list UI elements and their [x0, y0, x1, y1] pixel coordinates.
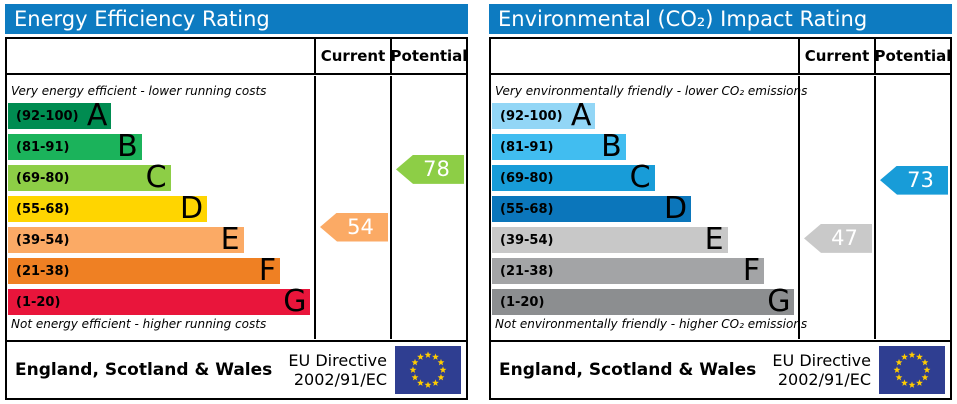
- eu-directive-label: EU Directive 2002/91/EC: [772, 351, 879, 389]
- bands-area: Very energy efficient - lower running co…: [7, 76, 314, 339]
- band-g: (1-20) G: [8, 284, 311, 319]
- band-range: (1-20): [16, 294, 61, 310]
- eu-directive-line1: EU Directive: [772, 351, 871, 370]
- bottom-caption: Not energy efficient - higher running co…: [11, 317, 267, 331]
- band-b: (81-91) B: [492, 129, 626, 164]
- band-letter: F: [742, 253, 761, 288]
- band-a: (92-100) A: [492, 98, 596, 133]
- band-range: (55-68): [500, 201, 554, 217]
- region-label: England, Scotland & Wales: [15, 360, 273, 380]
- band-range: (92-100): [500, 108, 563, 124]
- band-range: (21-38): [16, 263, 70, 279]
- eu-directive-line1: EU Directive: [288, 351, 387, 370]
- band-range: (39-54): [16, 232, 70, 248]
- band-range: (55-68): [16, 201, 70, 217]
- current-column-header: Current: [314, 39, 390, 75]
- current-rating-value: 47: [831, 226, 858, 251]
- band-letter: E: [704, 222, 724, 257]
- current-rating-value: 54: [347, 215, 374, 239]
- band-range: (92-100): [16, 108, 79, 124]
- band-g: (1-20) G: [492, 284, 795, 319]
- eu-directive-line2: 2002/91/EC: [293, 370, 387, 389]
- band-range: (69-80): [500, 170, 554, 186]
- table-corner-cell: [491, 39, 798, 75]
- band-letter: B: [601, 129, 622, 164]
- band-range: (1-20): [500, 294, 545, 310]
- band-c: (69-80) C: [8, 160, 171, 195]
- rating-bands: (92-100) A (81-91) B (69-80) C (55-68) D (39…: [8, 98, 312, 320]
- environmental-ratings-table: Current Potential Very environmentally f…: [489, 37, 952, 342]
- top-caption: Very environmentally friendly - lower CO…: [495, 84, 808, 98]
- eu-directive-label: EU Directive 2002/91/EC: [288, 351, 395, 389]
- potential-rating-arrow: 78: [396, 154, 464, 184]
- band-b: (81-91) B: [8, 129, 142, 164]
- bottom-caption: Not environmentally friendly - higher CO…: [495, 317, 808, 331]
- current-column-header: Current: [798, 39, 874, 75]
- bands-area: Very environmentally friendly - lower CO…: [491, 76, 808, 339]
- band-range: (21-38): [500, 263, 554, 279]
- current-rating-arrow: 54: [320, 212, 388, 242]
- band-e: (39-54) E: [8, 222, 244, 257]
- potential-rating-column: 78: [390, 76, 466, 339]
- potential-rating-arrow: 73: [880, 165, 948, 195]
- band-e: (39-54) E: [492, 222, 728, 257]
- band-f: (21-38) F: [8, 253, 281, 288]
- eu-flag-icon: [879, 346, 945, 394]
- band-range: (69-80): [16, 170, 70, 186]
- band-letter: B: [117, 129, 138, 164]
- band-letter: A: [86, 98, 108, 133]
- energy-efficiency-panel: Energy Efficiency Rating Current Potenti…: [5, 4, 468, 400]
- band-letter: C: [145, 160, 167, 195]
- environmental-panel-title: Environmental (CO₂) Impact Rating: [489, 4, 952, 34]
- table-corner-cell: [7, 39, 314, 75]
- band-d: (55-68) D: [8, 191, 208, 226]
- potential-rating-value: 73: [907, 168, 934, 193]
- band-d: (55-68) D: [492, 191, 692, 226]
- band-c: (69-80) C: [492, 160, 655, 195]
- band-letter: G: [767, 284, 791, 319]
- band-letter: A: [570, 98, 592, 133]
- potential-column-header: Potential: [874, 39, 951, 75]
- band-letter: E: [220, 222, 240, 257]
- potential-rating-value: 78: [423, 157, 450, 182]
- band-range: (81-91): [500, 139, 554, 155]
- rating-bands: (92-100) A (81-91) B (69-80) C (55-68) D (39…: [492, 98, 796, 320]
- current-rating-column: 54: [314, 76, 390, 339]
- band-letter: F: [258, 253, 277, 288]
- eu-directive-line2: 2002/91/EC: [777, 370, 871, 389]
- band-f: (21-38) F: [492, 253, 765, 288]
- energy-panel-title: Energy Efficiency Rating: [5, 4, 468, 34]
- potential-rating-column: 73: [874, 76, 950, 339]
- panel-footer: England, Scotland & Wales EU Directive 2…: [5, 340, 468, 400]
- current-rating-arrow: 47: [804, 223, 872, 253]
- band-letter: D: [180, 191, 204, 226]
- environmental-impact-panel: Environmental (CO₂) Impact Rating Curren…: [489, 4, 952, 400]
- eu-flag-icon: [395, 346, 461, 394]
- energy-ratings-table: Current Potential Very energy efficient …: [5, 37, 468, 342]
- band-letter: D: [664, 191, 688, 226]
- band-letter: G: [283, 284, 307, 319]
- band-a: (92-100) A: [8, 98, 112, 133]
- current-rating-column: 47: [798, 76, 874, 339]
- potential-column-header: Potential: [390, 39, 467, 75]
- panel-footer: England, Scotland & Wales EU Directive 2…: [489, 340, 952, 400]
- top-caption: Very energy efficient - lower running co…: [11, 84, 267, 98]
- region-label: England, Scotland & Wales: [499, 360, 757, 380]
- band-letter: C: [629, 160, 651, 195]
- band-range: (39-54): [500, 232, 554, 248]
- band-range: (81-91): [16, 139, 70, 155]
